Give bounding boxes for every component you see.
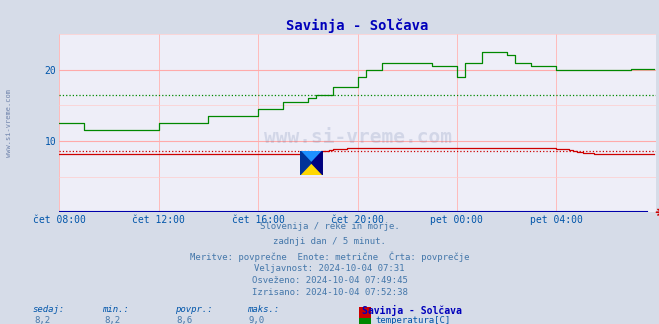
Polygon shape [312, 151, 323, 175]
Text: Slovenija / reke in morje.: Slovenija / reke in morje. [260, 222, 399, 231]
Text: temperatura[C]: temperatura[C] [376, 316, 451, 324]
Text: 8,2: 8,2 [104, 316, 120, 324]
Text: Meritve: povprečne  Enote: metrične  Črta: povprečje: Meritve: povprečne Enote: metrične Črta:… [190, 251, 469, 261]
Text: Savinja - Solčava: Savinja - Solčava [362, 305, 463, 316]
Text: sedaj:: sedaj: [33, 305, 65, 314]
Text: Osveženo: 2024-10-04 07:49:45: Osveženo: 2024-10-04 07:49:45 [252, 276, 407, 285]
Text: Veljavnost: 2024-10-04 07:31: Veljavnost: 2024-10-04 07:31 [254, 264, 405, 273]
Polygon shape [300, 151, 323, 163]
Text: zadnji dan / 5 minut.: zadnji dan / 5 minut. [273, 237, 386, 246]
Text: 8,2: 8,2 [35, 316, 51, 324]
Polygon shape [300, 151, 312, 175]
Text: maks.:: maks.: [247, 305, 279, 314]
Text: 8,6: 8,6 [177, 316, 192, 324]
Text: www.si-vreme.com: www.si-vreme.com [5, 89, 12, 157]
Polygon shape [300, 151, 323, 175]
Text: Izrisano: 2024-10-04 07:52:38: Izrisano: 2024-10-04 07:52:38 [252, 288, 407, 297]
Text: min.:: min.: [102, 305, 129, 314]
Text: 9,0: 9,0 [249, 316, 265, 324]
Text: povpr.:: povpr.: [175, 305, 212, 314]
Title: Savinja - Solčava: Savinja - Solčava [286, 18, 429, 33]
Text: www.si-vreme.com: www.si-vreme.com [264, 128, 451, 147]
